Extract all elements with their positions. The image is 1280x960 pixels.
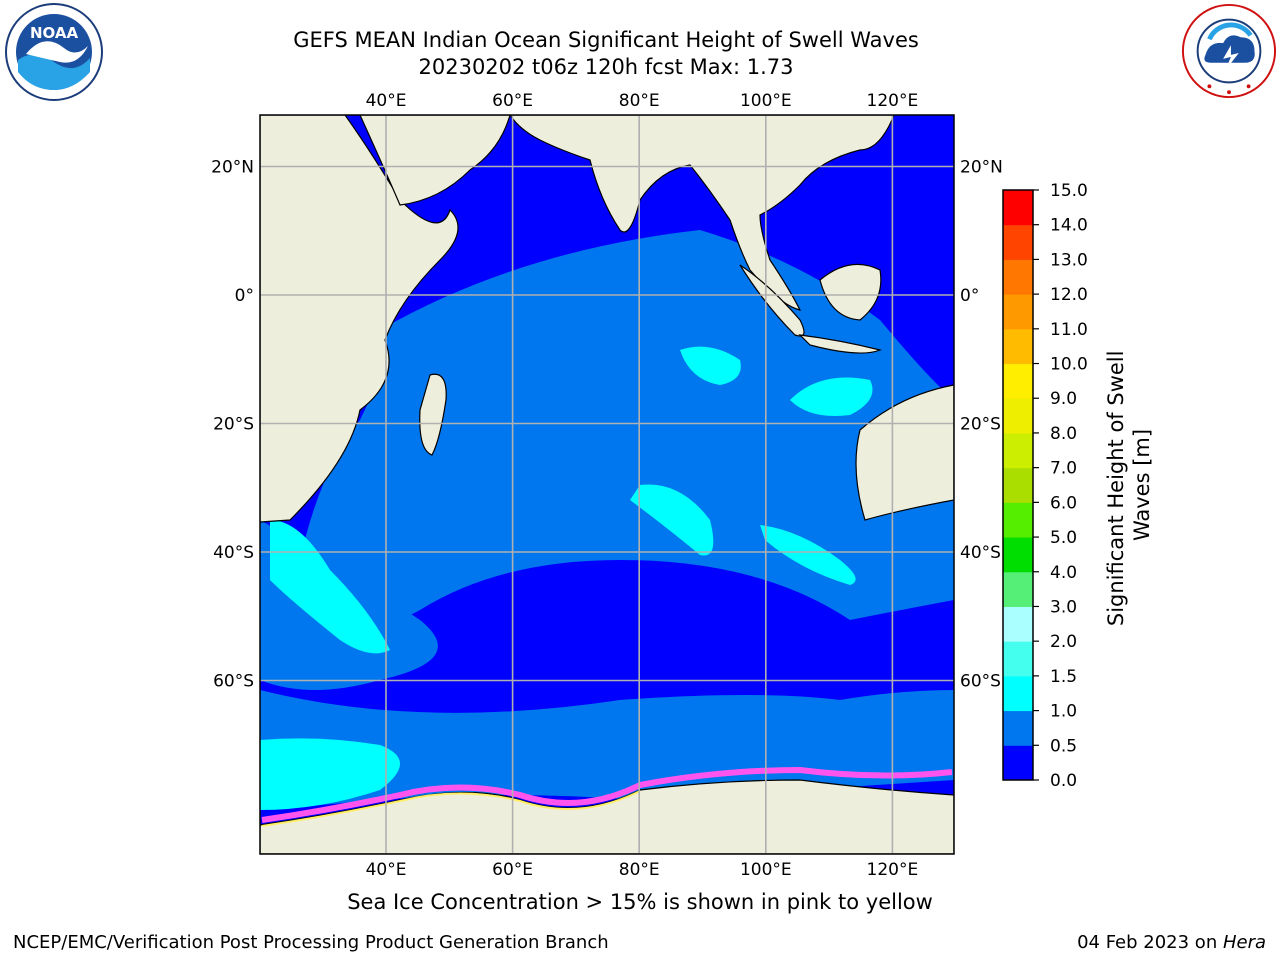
swell-region-1p0-d bbox=[760, 525, 856, 585]
footer-host: Hera bbox=[1222, 932, 1266, 953]
map-frame bbox=[259, 114, 955, 855]
colorbar: 0.0 0.5 1.0 1.5 2.0 3.0 4.0 5.0 6.0 7.0 8.0 9.0 10.0… bbox=[1002, 181, 1088, 791]
colorbar-tick-label: 2.0 bbox=[1050, 632, 1077, 652]
left-lat-label: 20°N bbox=[211, 158, 254, 178]
colorbar-tick-label: 9.0 bbox=[1050, 389, 1077, 409]
colorbar-segment bbox=[1003, 502, 1033, 538]
land-asia bbox=[509, 115, 895, 311]
colorbar-tick-label: 3.0 bbox=[1050, 597, 1077, 617]
colorbar-segment bbox=[1003, 745, 1033, 781]
top-lon-label: 120°E bbox=[867, 91, 919, 111]
colorbar-segment bbox=[1003, 259, 1033, 295]
chart-subtitle: 20230202 t06z 120h fcst Max: 1.73 bbox=[418, 55, 794, 79]
colorbar-segment bbox=[1003, 190, 1033, 226]
swell-region-1p0-a bbox=[680, 346, 741, 385]
swell-region-1p0-c bbox=[630, 484, 714, 556]
swell-region-1p0-f bbox=[260, 738, 400, 810]
colorbar-tick-label: 14.0 bbox=[1050, 216, 1088, 236]
left-lat-label: 40°S bbox=[213, 543, 254, 563]
top-lon-label: 40°E bbox=[366, 91, 407, 111]
land-java bbox=[798, 334, 882, 354]
colorbar-tick-label: 13.0 bbox=[1050, 250, 1088, 270]
right-lat-label: 0° bbox=[960, 286, 979, 306]
bottom-lon-label: 80°E bbox=[619, 860, 660, 880]
colorbar-segment bbox=[1003, 537, 1033, 573]
colorbar-segment bbox=[1003, 363, 1033, 399]
colorbar-segment bbox=[1003, 641, 1033, 677]
colorbar-segment bbox=[1003, 606, 1033, 642]
bottom-lon-label: 120°E bbox=[867, 860, 919, 880]
colorbar-tick-label: 1.5 bbox=[1050, 667, 1077, 687]
map-area bbox=[260, 115, 954, 854]
map-axis-labels: 40°E 40°E 60°E 60°E 80°E 80°E 100°E 100°E 120°E 1… bbox=[211, 91, 1003, 880]
colorbar-segment bbox=[1003, 328, 1033, 365]
colorbar-segment bbox=[1003, 224, 1033, 260]
colorbar-tick-label: 6.0 bbox=[1050, 493, 1077, 513]
colorbar-segment bbox=[1003, 398, 1033, 434]
right-lat-label: 20°N bbox=[960, 158, 1003, 178]
colorbar-segment bbox=[1003, 432, 1033, 469]
colorbar-tick-label: 1.0 bbox=[1050, 702, 1077, 722]
right-lat-label: 60°S bbox=[960, 672, 1001, 692]
swell-region-1p0-b bbox=[790, 377, 873, 416]
colorbar-tick-label: 10.0 bbox=[1050, 355, 1088, 375]
colorbar-tick-label: 8.0 bbox=[1050, 424, 1077, 444]
chart-title: GEFS MEAN Indian Ocean Significant Heigh… bbox=[293, 28, 919, 52]
land-madagascar bbox=[419, 373, 447, 456]
bottom-lon-label: 60°E bbox=[492, 860, 533, 880]
colorbar-segment bbox=[1003, 467, 1033, 503]
colorbar-tick-label: 0.5 bbox=[1050, 736, 1077, 756]
noaa-logo-text: NOAA bbox=[30, 24, 79, 42]
top-lon-label: 80°E bbox=[619, 91, 660, 111]
colorbar-segment bbox=[1003, 571, 1033, 607]
footer-credit: NCEP/EMC/Verification Post Processing Pr… bbox=[13, 932, 609, 953]
top-lon-label: 100°E bbox=[740, 91, 792, 111]
colorbar-segment bbox=[1003, 675, 1033, 712]
colorbar-segment bbox=[1003, 294, 1033, 330]
colorbar-title: Significant Height of Swell Waves [m] bbox=[1104, 344, 1154, 626]
footer-date-text: 04 Feb 2023 on bbox=[1077, 932, 1223, 953]
bottom-lon-label: 100°E bbox=[740, 860, 792, 880]
colorbar-tick-label: 0.0 bbox=[1050, 771, 1077, 791]
sea-ice-fringe bbox=[261, 766, 953, 823]
left-lat-label: 60°S bbox=[213, 672, 254, 692]
land-borneo bbox=[819, 263, 882, 321]
right-lat-label: 40°S bbox=[960, 543, 1001, 563]
left-lat-label: 20°S bbox=[213, 415, 254, 435]
land-australia bbox=[855, 384, 954, 521]
land-arabia bbox=[359, 115, 511, 206]
left-lat-label: 0° bbox=[235, 286, 254, 306]
colorbar-segment bbox=[1003, 710, 1033, 746]
colorbar-tick-label: 12.0 bbox=[1050, 285, 1088, 305]
sea-ice-note: Sea Ice Concentration > 15% is shown in … bbox=[347, 890, 933, 914]
colorbar-tick-label: 11.0 bbox=[1050, 320, 1088, 340]
right-lat-label: 20°S bbox=[960, 415, 1001, 435]
land-sumatra bbox=[739, 264, 805, 337]
top-lon-label: 60°E bbox=[492, 91, 533, 111]
graticule bbox=[260, 115, 954, 854]
colorbar-tick-label: 7.0 bbox=[1050, 459, 1077, 479]
colorbar-tick-label: 15.0 bbox=[1050, 181, 1088, 201]
nws-logo-icon bbox=[1181, 3, 1277, 99]
bottom-lon-label: 40°E bbox=[366, 860, 407, 880]
colorbar-frame bbox=[1002, 189, 1034, 781]
footer-date: 04 Feb 2023 on Hera bbox=[1077, 932, 1266, 953]
noaa-logo-icon: NOAA bbox=[5, 3, 103, 101]
colorbar-tick-label: 5.0 bbox=[1050, 528, 1077, 548]
swell-region-1p0-e bbox=[270, 520, 390, 654]
colorbar-tick-label: 4.0 bbox=[1050, 563, 1077, 583]
